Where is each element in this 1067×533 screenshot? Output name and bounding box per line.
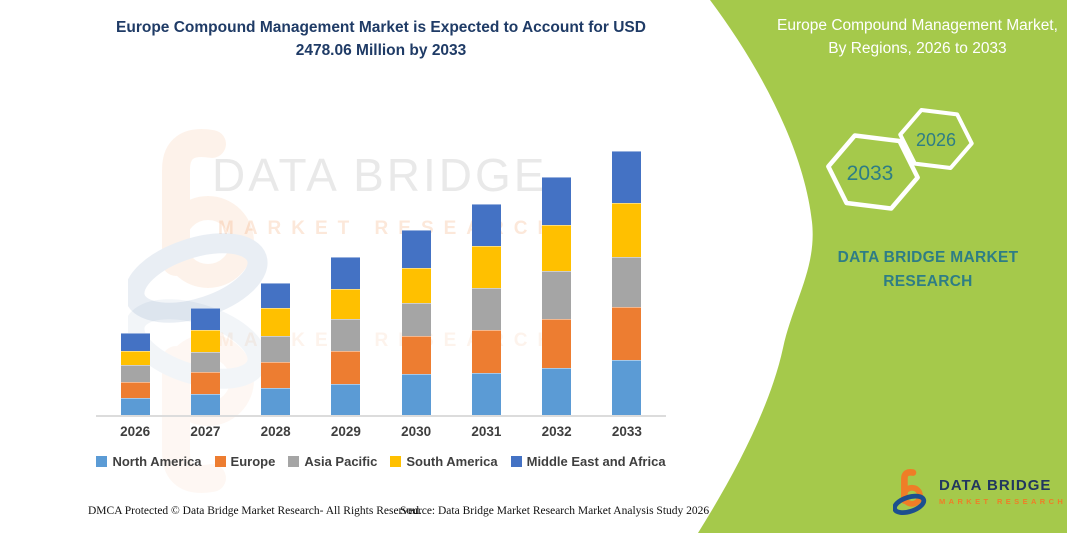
legend-item-south-america: South America (390, 454, 498, 469)
legend-item-middle-east-and-africa: Middle East and Africa (510, 454, 666, 469)
legend-label: Europe (230, 454, 276, 469)
footer-source: Source: Data Bridge Market Research Mark… (400, 505, 710, 517)
segment-2030-asia-pacific (401, 303, 431, 336)
segment-2033-north-america (612, 360, 642, 415)
brand-logo-icon (893, 468, 927, 515)
x-axis-label-2027: 2027 (190, 424, 221, 439)
segment-2031-north-america (471, 373, 501, 415)
segment-2026-middle-east-and-africa (120, 333, 150, 352)
segment-2031-south-america (471, 246, 501, 288)
segment-2028-asia-pacific (261, 335, 291, 362)
bar-slot-2031 (451, 128, 521, 415)
legend-label: North America (112, 454, 202, 469)
green-wave-shape (698, 0, 1067, 533)
stacked-bar-2032 (542, 177, 572, 415)
hexagon-2026-label: 2026 (916, 130, 956, 150)
segment-2032-europe (542, 319, 572, 368)
x-axis-label-2032: 2032 (541, 424, 572, 439)
segment-2026-europe (120, 382, 150, 398)
x-axis-label-2026: 2026 (120, 424, 151, 439)
legend-item-asia-pacific: Asia Pacific (288, 454, 377, 469)
segment-2028-north-america (261, 387, 291, 415)
segment-2031-asia-pacific (471, 288, 501, 330)
stacked-bar-2028 (261, 282, 291, 415)
segment-2027-europe (190, 371, 220, 394)
brand-logo-subtitle: MARKET RESEARCH (939, 497, 1067, 507)
segment-2033-asia-pacific (612, 256, 642, 307)
hexagon-2033-icon (826, 133, 920, 211)
segment-2032-middle-east-and-africa (542, 177, 572, 225)
hexagon-2033-label: 2033 (847, 162, 894, 185)
stacked-bar-2027 (190, 307, 220, 415)
legend: North America Europe Asia Pacific South Ame… (88, 454, 674, 469)
segment-2029-south-america (331, 289, 361, 319)
stacked-bar-2033 (612, 150, 642, 415)
segment-2026-asia-pacific (120, 365, 150, 382)
x-axis-label-2031: 2031 (471, 424, 502, 439)
bar-slot-2026 (100, 128, 170, 415)
legend-item-north-america: North America (96, 454, 202, 469)
segment-2029-north-america (331, 384, 361, 415)
segment-2033-south-america (612, 202, 642, 257)
bar-slot-2028 (241, 128, 311, 415)
segment-2030-middle-east-and-africa (401, 230, 431, 268)
segment-2030-north-america (401, 374, 431, 415)
bar-slot-2030 (381, 128, 451, 415)
x-axis-label-2028: 2028 (260, 424, 291, 439)
bar-slot-2032 (522, 128, 592, 415)
legend-swatch-icon (214, 456, 226, 467)
segment-2028-south-america (261, 307, 291, 336)
segment-2032-asia-pacific (542, 271, 572, 319)
chart-plot (100, 128, 662, 415)
brand-logo: DATA BRIDGE MARKET RESEARCH (893, 468, 1066, 516)
segment-2029-europe (331, 351, 361, 384)
segment-2033-europe (612, 306, 642, 360)
legend-label: Asia Pacific (304, 454, 378, 469)
segment-2029-middle-east-and-africa (331, 257, 361, 289)
segment-2027-middle-east-and-africa (190, 307, 220, 330)
segment-2026-south-america (120, 351, 150, 366)
x-axis-label-2030: 2030 (401, 424, 432, 439)
segment-2028-europe (261, 361, 291, 388)
segment-2027-north-america (190, 394, 220, 415)
legend-swatch-icon (96, 456, 108, 467)
stacked-bar-2031 (471, 204, 501, 415)
bar-slot-2033 (592, 128, 662, 415)
side-panel-brand-text: DATA BRIDGE MARKET RESEARCH (837, 249, 1019, 291)
legend-item-europe: Europe (214, 454, 276, 469)
bar-slot-2027 (170, 128, 240, 415)
segment-2032-north-america (542, 368, 572, 415)
hexagon-2026-icon (898, 108, 974, 170)
segment-2029-asia-pacific (331, 319, 361, 351)
x-axis-label-2029: 2029 (330, 424, 361, 439)
legend-swatch-icon (288, 456, 300, 467)
legend-label: Middle East and Africa (526, 454, 666, 469)
legend-swatch-icon (510, 456, 522, 467)
page-title: Europe Compound Management Market is Exp… (116, 19, 646, 60)
x-axis-label-2033: 2033 (611, 424, 642, 439)
segment-2032-south-america (542, 225, 572, 271)
side-panel-title: Europe Compound Management Market, By Re… (777, 17, 1058, 58)
segment-2031-europe (471, 330, 501, 373)
segment-2030-europe (401, 336, 431, 374)
segment-2027-asia-pacific (190, 351, 220, 372)
segment-2027-south-america (190, 329, 220, 352)
x-axis-line (96, 415, 666, 417)
x-axis-labels: 2026 2027 2028 2029 2030 2031 2032 2033 (100, 424, 662, 439)
legend-label: South America (406, 454, 498, 469)
segment-2033-middle-east-and-africa (612, 150, 642, 203)
segment-2030-south-america (401, 268, 431, 303)
stacked-bar-2029 (331, 257, 361, 415)
segment-2026-north-america (120, 398, 150, 415)
segment-2028-middle-east-and-africa (261, 282, 291, 308)
stacked-bar-2026 (120, 333, 150, 415)
brand-logo-name: DATA BRIDGE (939, 476, 1052, 494)
legend-swatch-icon (390, 456, 402, 467)
footer-copyright: DMCA Protected © Data Bridge Market Rese… (88, 505, 422, 517)
segment-2031-middle-east-and-africa (471, 204, 501, 246)
stacked-bar-2030 (401, 230, 431, 415)
bar-slot-2029 (311, 128, 381, 415)
